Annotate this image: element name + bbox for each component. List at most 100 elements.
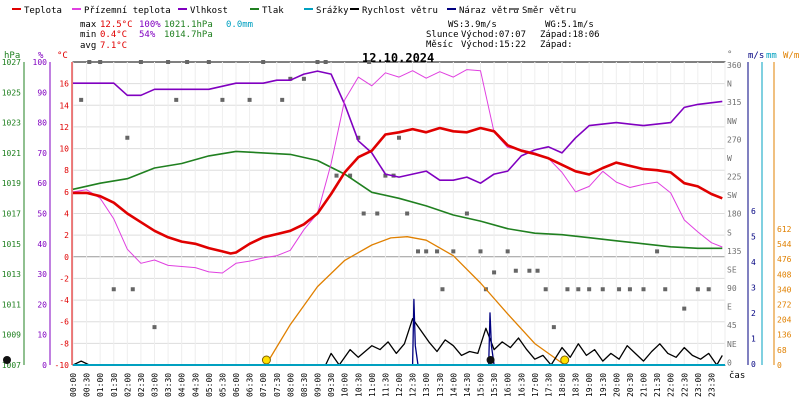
unit-degc: °C <box>57 51 68 61</box>
moon-edge-icon <box>3 356 11 364</box>
temp-tick-10: 10 <box>59 145 69 154</box>
chart-title: 12.10.2024 <box>362 51 434 65</box>
time-tick-23: 11:30 <box>381 373 390 397</box>
legend-label-6: Náraz větru <box>459 6 519 16</box>
unit-wm2: W/m² <box>783 51 800 61</box>
wind-dir-point-28 <box>464 211 469 216</box>
hpa-tick-6: 1015 <box>2 240 21 249</box>
wind-dir-point-39 <box>600 287 605 292</box>
grid <box>72 61 726 366</box>
stat-ws: WS:3.9m/s <box>448 20 497 30</box>
legend-label-3: Tlak <box>262 6 284 16</box>
wind-dir-point-48 <box>111 287 116 292</box>
wind-dir-point-45 <box>682 306 687 311</box>
wind-dir-point-24 <box>416 249 421 254</box>
temp-tick-13: 16 <box>59 80 69 89</box>
time-tick-17: 08:30 <box>300 373 309 397</box>
dir-tick-6: 225 <box>727 173 742 182</box>
time-tick-15: 07:30 <box>273 373 282 397</box>
solar-line <box>265 236 566 366</box>
wind-dir-point-16 <box>348 173 353 178</box>
wm2-tick-7: 136 <box>777 331 792 340</box>
temp-tick-11: 12 <box>59 123 69 132</box>
wm2-tick-3: 408 <box>777 270 792 279</box>
time-tick-34: 17:00 <box>531 373 540 397</box>
wind-dir-point-54 <box>440 287 445 292</box>
wind-dir-point-27 <box>451 249 456 254</box>
hpa-tick-9: 1009 <box>2 331 21 340</box>
time-tick-1: 00:30 <box>83 373 92 397</box>
ms-tick-4: 2 <box>751 309 756 318</box>
time-tick-38: 19:00 <box>585 373 594 397</box>
pct-axis-tick-4: 60 <box>37 179 47 188</box>
wm2-tick-0: 612 <box>777 225 792 234</box>
stat-temp-avg: 7.1°C <box>100 41 127 51</box>
legend-label-4: Srážky <box>316 6 349 16</box>
wind-dir-point-11 <box>280 97 285 102</box>
wind-dir-point-9 <box>247 97 252 102</box>
ms-tick-5: 1 <box>751 335 756 344</box>
time-axis: 00:00 00:30 01:00 01:30 02:00 02:30 03:00 03:30… <box>69 373 716 397</box>
time-tick-9: 04:30 <box>191 373 200 397</box>
ground-temperature-line <box>72 69 723 274</box>
wind-dir-point-40 <box>617 287 622 292</box>
time-tick-35: 17:30 <box>544 373 553 397</box>
sunrise-icon <box>261 355 271 365</box>
dir-tick-10: 135 <box>727 247 742 256</box>
wind-dir-point-0 <box>79 97 84 102</box>
dir-tick-16: 0 <box>727 358 732 367</box>
wind-dir-point-31 <box>505 249 510 254</box>
wm2-tick-8: 68 <box>777 346 787 355</box>
wind-dir-point-44 <box>663 287 668 292</box>
pct-axis-tick-3: 70 <box>37 149 47 158</box>
wind-dir-point-13 <box>301 76 306 81</box>
unit-hpa: hPa <box>4 51 20 61</box>
wind-dir-point-42 <box>641 287 646 292</box>
unit-pct: % <box>38 51 44 61</box>
wind-dir-point-53 <box>361 211 366 216</box>
legend-label-5: Rychlost větru <box>362 6 438 16</box>
stat-label-avg: avg <box>80 41 96 51</box>
dir-tick-13: E <box>727 303 732 312</box>
unit-deg: ° <box>727 50 732 60</box>
time-tick-46: 23:00 <box>694 373 703 397</box>
pct-axis-tick-8: 20 <box>37 300 47 309</box>
unit-mm: mm <box>766 51 777 61</box>
stat-temp-max: 12.5°C <box>100 20 133 30</box>
wind-dir-point-14 <box>323 60 328 64</box>
stat-wg: WG:5.1m/s <box>545 20 594 30</box>
ms-tick-3: 3 <box>751 284 756 293</box>
time-tick-26: 13:00 <box>422 373 431 397</box>
wind-dir-point-46 <box>695 287 700 292</box>
left-axes: -10-8-6-4-202468101214161009080706050403… <box>2 58 73 370</box>
legend-label-7: Směr větru <box>522 6 576 16</box>
ms-tick-1: 5 <box>751 233 756 242</box>
ms-tick-6: 0 <box>751 360 756 369</box>
wind-dir-point-51 <box>206 60 211 64</box>
pct-axis-tick-1: 90 <box>37 88 47 97</box>
time-tick-13: 06:30 <box>246 373 255 397</box>
series-layer <box>72 60 723 366</box>
time-tick-5: 02:30 <box>137 373 146 397</box>
temp-tick-3: -4 <box>59 296 69 305</box>
time-tick-18: 09:00 <box>314 373 323 397</box>
wind-dir-point-5 <box>166 60 171 64</box>
humidity-line <box>73 70 723 184</box>
stat-hum-min: 54% <box>139 30 156 40</box>
pct-axis-tick-5: 50 <box>37 210 47 219</box>
wind-dir-point-30 <box>492 270 497 275</box>
temp-tick-5: 0 <box>64 253 69 262</box>
wind-dir-point-20 <box>383 173 388 178</box>
sun-moon-markers <box>3 355 725 366</box>
unit-time: čas <box>729 370 745 381</box>
wind-dir-point-12 <box>288 76 293 81</box>
wm2-tick-4: 340 <box>777 285 792 294</box>
moonrise-icon <box>486 356 495 364</box>
time-tick-47: 23:30 <box>707 373 716 397</box>
time-tick-6: 03:00 <box>151 373 160 397</box>
pct-axis-tick-2: 80 <box>37 119 47 128</box>
legend: Teplota Přízemní teplota Vlhkost Tlak Srážky… <box>12 6 576 16</box>
time-tick-42: 21:00 <box>640 373 649 397</box>
time-tick-25: 12:30 <box>409 373 418 397</box>
